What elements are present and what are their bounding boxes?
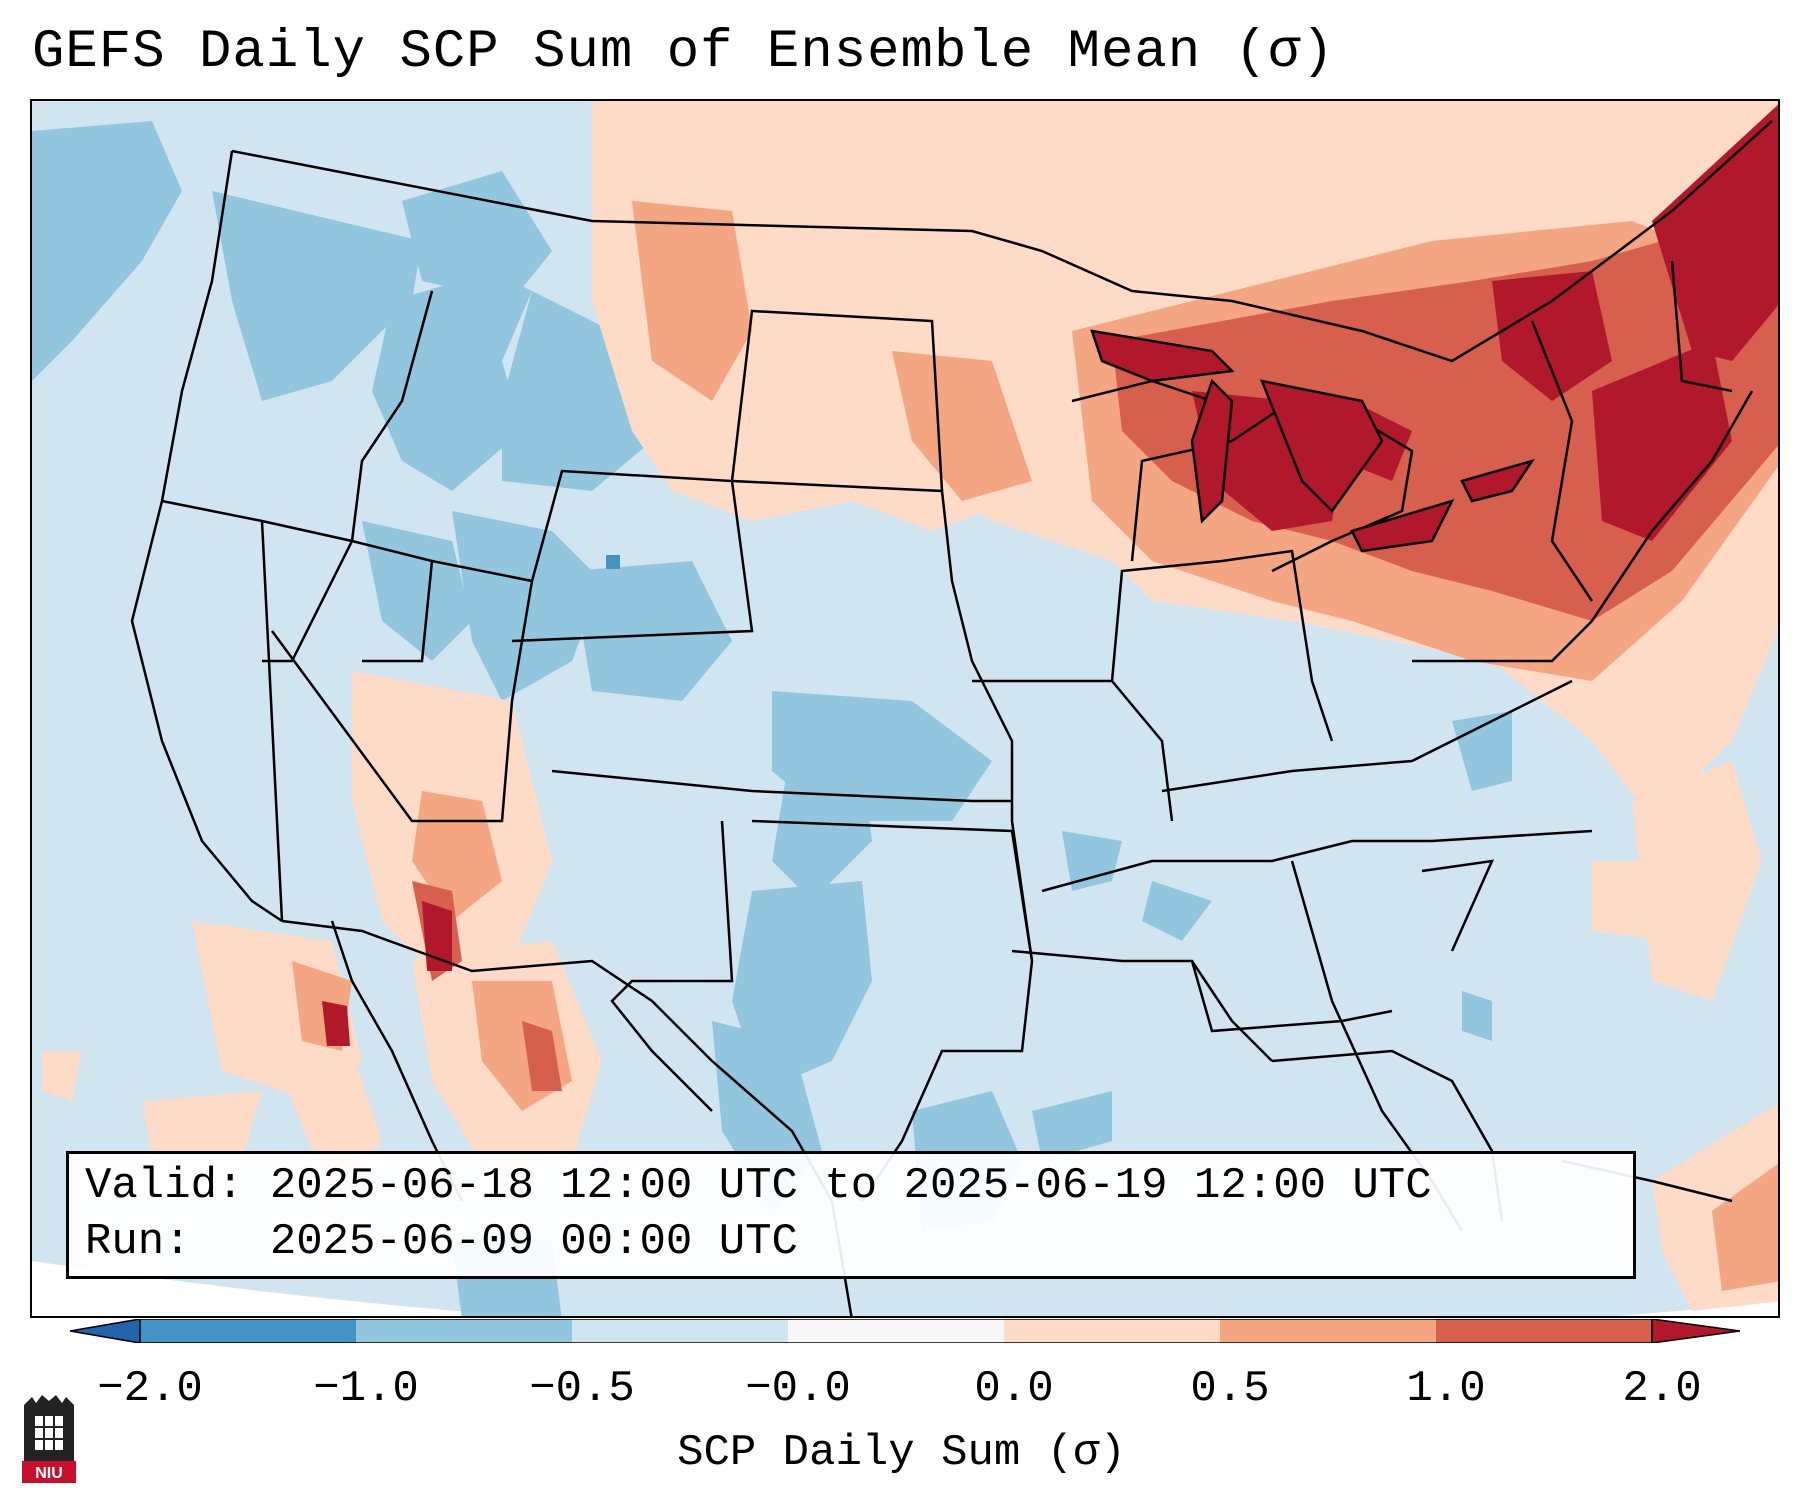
colorbar-tick-label: 0.0 [974, 1364, 1054, 1414]
niu-logo-icon: NIU [22, 1395, 76, 1483]
colorbar-segment [1436, 1319, 1652, 1343]
map-canvas [32, 101, 1778, 1316]
map-panel [30, 99, 1780, 1318]
colorbar-label: SCP Daily Sum (σ) [677, 1428, 1126, 1478]
colorbar-segment [572, 1319, 788, 1343]
colorbar-segments [140, 1319, 1652, 1343]
colorbar-tick-label: 0.5 [1190, 1364, 1270, 1414]
colorbar-tick-label: −0.0 [745, 1364, 851, 1414]
page-title: GEFS Daily SCP Sum of Ensemble Mean (σ) [32, 22, 1335, 83]
colorbar-extend-high [1651, 1319, 1740, 1343]
colorbar-extend-low [70, 1319, 141, 1343]
country-and-state-borders [130, 120, 1773, 1316]
colorbar-tick-label: −0.5 [529, 1364, 635, 1414]
colorbar-segment [140, 1319, 356, 1343]
colorbar [70, 1319, 1740, 1343]
colorbar-tick-label: −2.0 [97, 1364, 203, 1414]
strong-negative-cell [606, 555, 620, 569]
valid-time-line: Valid: 2025-06-18 12:00 UTC to 2025-06-1… [85, 1161, 1432, 1211]
colorbar-segment [356, 1319, 572, 1343]
colorbar-tick-label: 2.0 [1622, 1364, 1702, 1414]
colorbar-segment [788, 1319, 1004, 1343]
colorbar-segment [1220, 1319, 1436, 1343]
run-time-line: Run: 2025-06-09 00:00 UTC [85, 1217, 798, 1267]
colorbar-segment [1004, 1319, 1220, 1343]
great-lakes [1090, 329, 1535, 553]
colorbar-tick-label: −1.0 [313, 1364, 419, 1414]
valid-time-box: Valid: 2025-06-18 12:00 UTC to 2025-06-1… [66, 1151, 1636, 1279]
colorbar-tick-label: 1.0 [1406, 1364, 1486, 1414]
logo-text: NIU [35, 1465, 63, 1482]
